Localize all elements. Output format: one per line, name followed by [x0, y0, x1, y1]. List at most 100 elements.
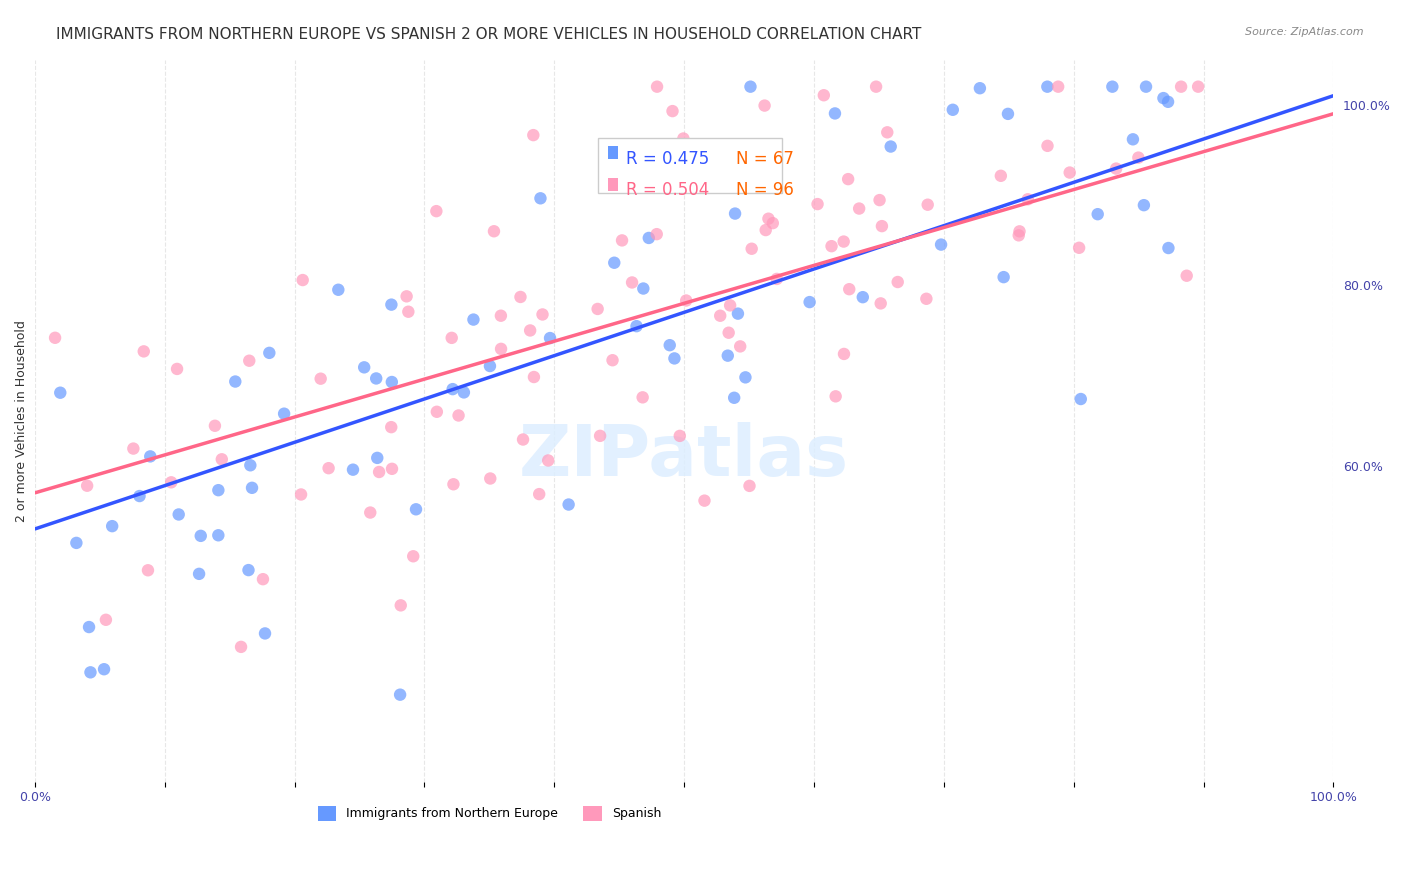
Point: [1036, 139, 1059, 153]
Point: [610, 233, 633, 247]
Point: [668, 429, 690, 443]
Point: [1017, 192, 1039, 206]
Point: [482, 224, 505, 238]
Point: [852, 290, 875, 304]
Point: [122, 442, 145, 456]
Point: [717, 349, 740, 363]
Point: [101, 519, 124, 533]
Point: [522, 128, 544, 142]
Point: [440, 331, 463, 345]
Point: [425, 204, 447, 219]
Point: [645, 79, 668, 94]
Point: [1157, 241, 1180, 255]
Point: [93, 662, 115, 676]
Text: Source: ZipAtlas.com: Source: ZipAtlas.com: [1246, 27, 1364, 37]
Point: [1135, 79, 1157, 94]
Point: [709, 309, 731, 323]
Point: [664, 351, 686, 366]
Point: [402, 549, 425, 564]
Point: [207, 483, 229, 498]
Point: [489, 309, 512, 323]
Point: [166, 362, 188, 376]
Point: [380, 420, 402, 434]
Point: [915, 292, 938, 306]
Point: [273, 407, 295, 421]
Point: [942, 103, 965, 117]
Point: [405, 502, 427, 516]
Point: [229, 640, 252, 654]
Point: [1122, 132, 1144, 146]
Point: [727, 307, 749, 321]
Point: [1087, 207, 1109, 221]
Point: [675, 293, 697, 308]
Point: [342, 463, 364, 477]
Point: [1047, 79, 1070, 94]
Point: [65, 536, 87, 550]
Point: [848, 202, 870, 216]
Point: [880, 139, 903, 153]
Point: [353, 360, 375, 375]
Point: [381, 462, 404, 476]
Point: [291, 273, 314, 287]
Point: [1175, 268, 1198, 283]
Point: [79, 665, 101, 680]
Text: ZIPatlas: ZIPatlas: [519, 422, 849, 491]
Point: [44, 331, 66, 345]
Point: [758, 211, 780, 226]
Point: [917, 197, 939, 211]
Point: [252, 572, 274, 586]
Point: [309, 372, 332, 386]
Point: [832, 235, 855, 249]
Point: [489, 342, 512, 356]
Point: [443, 477, 465, 491]
Point: [765, 272, 787, 286]
Text: R = 0.475: R = 0.475: [626, 150, 709, 168]
Point: [1170, 79, 1192, 94]
Point: [328, 283, 350, 297]
Point: [969, 81, 991, 95]
Point: [740, 79, 762, 94]
Point: [389, 599, 412, 613]
Point: [734, 370, 756, 384]
Point: [645, 227, 668, 242]
Point: [136, 563, 159, 577]
Point: [838, 282, 860, 296]
Point: [381, 375, 404, 389]
Point: [728, 339, 751, 353]
FancyBboxPatch shape: [607, 178, 619, 191]
Point: [820, 239, 842, 253]
Point: [359, 506, 381, 520]
Y-axis label: 2 or more Vehicles in Household: 2 or more Vehicles in Household: [15, 319, 28, 522]
Point: [380, 298, 402, 312]
Point: [1008, 224, 1031, 238]
Point: [453, 385, 475, 400]
Point: [1059, 165, 1081, 179]
Point: [463, 312, 485, 326]
Point: [478, 359, 501, 373]
Point: [658, 338, 681, 352]
Point: [621, 276, 644, 290]
Point: [869, 296, 891, 310]
Point: [824, 389, 846, 403]
Point: [993, 270, 1015, 285]
Point: [602, 353, 624, 368]
Point: [990, 169, 1012, 183]
Point: [755, 223, 778, 237]
Point: [240, 481, 263, 495]
Point: [1101, 79, 1123, 94]
Point: [824, 106, 846, 120]
Point: [290, 487, 312, 501]
Point: [366, 450, 388, 465]
Point: [626, 319, 648, 334]
FancyBboxPatch shape: [607, 146, 619, 160]
Point: [1008, 228, 1031, 243]
Point: [1036, 79, 1059, 94]
Point: [1105, 161, 1128, 176]
Point: [523, 370, 546, 384]
Point: [167, 508, 190, 522]
Point: [865, 79, 887, 94]
Point: [76, 479, 98, 493]
Point: [188, 566, 211, 581]
Point: [509, 290, 531, 304]
Point: [929, 237, 952, 252]
